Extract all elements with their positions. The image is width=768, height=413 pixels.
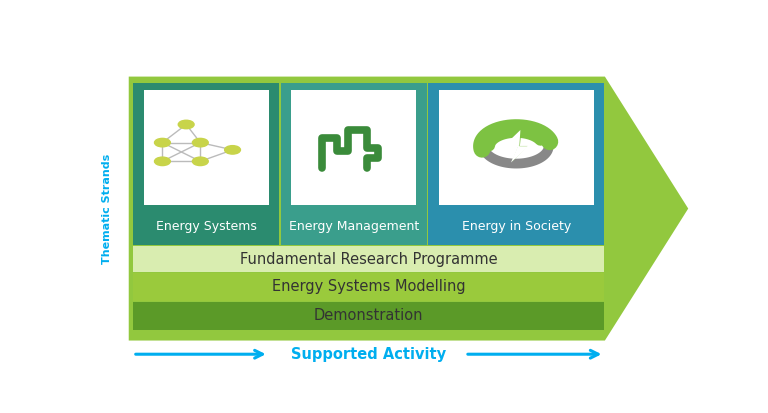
Text: Energy Systems: Energy Systems xyxy=(156,220,257,233)
Text: Fundamental Research Programme: Fundamental Research Programme xyxy=(240,252,498,267)
Bar xyxy=(133,302,604,330)
Text: Thematic Strands: Thematic Strands xyxy=(101,154,111,263)
Bar xyxy=(133,83,280,245)
Text: Energy Management: Energy Management xyxy=(289,220,419,233)
Polygon shape xyxy=(505,130,529,162)
Bar xyxy=(280,83,427,245)
Polygon shape xyxy=(507,131,528,161)
Circle shape xyxy=(193,138,208,147)
Polygon shape xyxy=(129,76,688,341)
Circle shape xyxy=(224,146,240,154)
Bar xyxy=(133,246,604,272)
Circle shape xyxy=(178,120,194,129)
Text: Demonstration: Demonstration xyxy=(314,309,423,323)
Bar xyxy=(291,90,416,205)
Circle shape xyxy=(154,157,170,166)
Bar xyxy=(133,273,604,301)
Circle shape xyxy=(193,157,208,166)
Bar xyxy=(428,83,604,245)
Bar xyxy=(144,90,269,205)
Text: Energy in Society: Energy in Society xyxy=(462,220,571,233)
Text: Supported Activity: Supported Activity xyxy=(291,347,446,362)
Text: Energy Systems Modelling: Energy Systems Modelling xyxy=(272,280,465,294)
Circle shape xyxy=(154,138,170,147)
Bar xyxy=(439,90,594,205)
